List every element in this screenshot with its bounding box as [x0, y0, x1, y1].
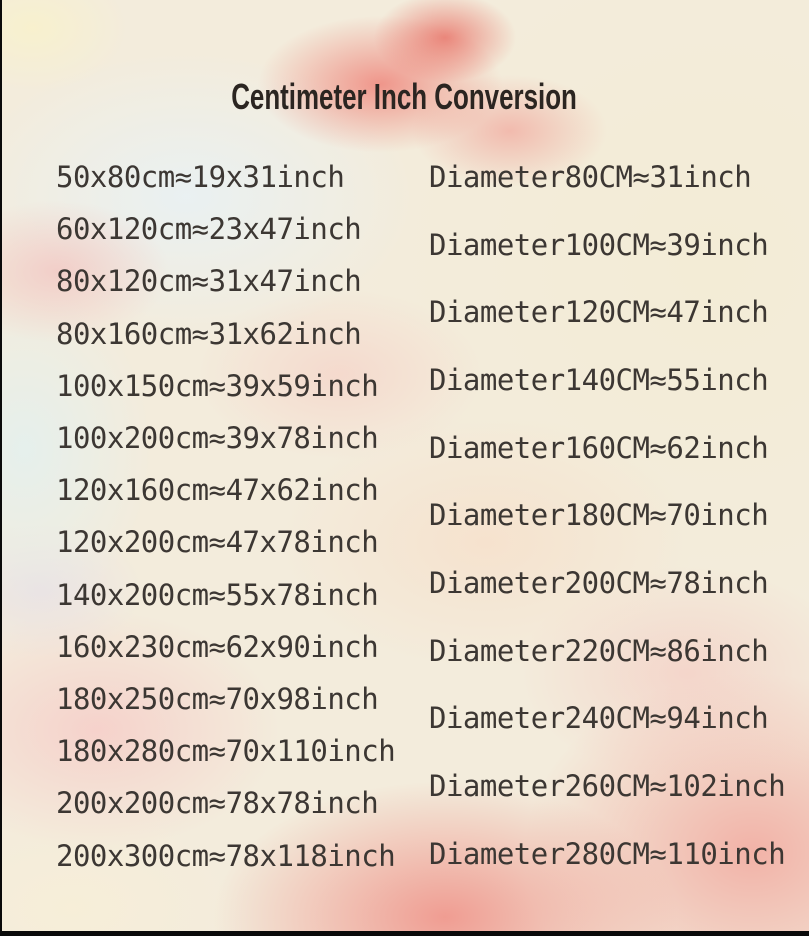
- size-row: 100x200cm≈39x78inch: [56, 421, 379, 456]
- diameter-row: Diameter200CM≈78inch: [429, 565, 769, 600]
- size-row: 140x200cm≈55x78inch: [56, 577, 379, 612]
- round-sizes-column: Diameter80CM≈31inch Diameter100CM≈39inch…: [429, 143, 786, 888]
- size-row: 80x120cm≈31x47inch: [56, 264, 362, 299]
- diameter-row: Diameter260CM≈102inch: [429, 769, 786, 804]
- page-title-text: Centimeter Inch Conversion: [231, 76, 578, 117]
- size-row: 60x120cm≈23x47inch: [56, 212, 362, 247]
- diameter-row: Diameter100CM≈39inch: [429, 227, 769, 262]
- diameter-row: Diameter240CM≈94inch: [429, 701, 769, 736]
- diameter-row: Diameter180CM≈70inch: [429, 498, 769, 533]
- size-row: 180x280cm≈70x110inch: [56, 734, 396, 769]
- page-title: Centimeter Inch Conversion: [0, 76, 809, 118]
- diameter-row: Diameter140CM≈55inch: [429, 362, 769, 397]
- size-row: 160x230cm≈62x90inch: [56, 629, 379, 664]
- diameter-row: Diameter220CM≈86inch: [429, 633, 769, 668]
- size-row: 50x80cm≈19x31inch: [56, 160, 345, 195]
- bottom-edge-artifact: [0, 931, 809, 936]
- diameter-row: Diameter280CM≈110inch: [429, 836, 786, 871]
- diameter-row: Diameter160CM≈62inch: [429, 430, 769, 465]
- left-edge-artifact: [0, 0, 2, 936]
- size-row: 100x150cm≈39x59inch: [56, 368, 379, 403]
- size-row: 200x200cm≈78x78inch: [56, 786, 379, 821]
- size-row: 180x250cm≈70x98inch: [56, 681, 379, 716]
- size-row: 200x300cm≈78x118inch: [56, 838, 396, 873]
- diameter-row: Diameter120CM≈47inch: [429, 295, 769, 330]
- size-row: 120x160cm≈47x62inch: [56, 473, 379, 508]
- diameter-row: Diameter80CM≈31inch: [429, 159, 752, 194]
- size-row: 120x200cm≈47x78inch: [56, 525, 379, 560]
- rectangular-sizes-column: 50x80cm≈19x31inch 60x120cm≈23x47inch 80x…: [56, 151, 396, 882]
- size-row: 80x160cm≈31x62inch: [56, 316, 362, 351]
